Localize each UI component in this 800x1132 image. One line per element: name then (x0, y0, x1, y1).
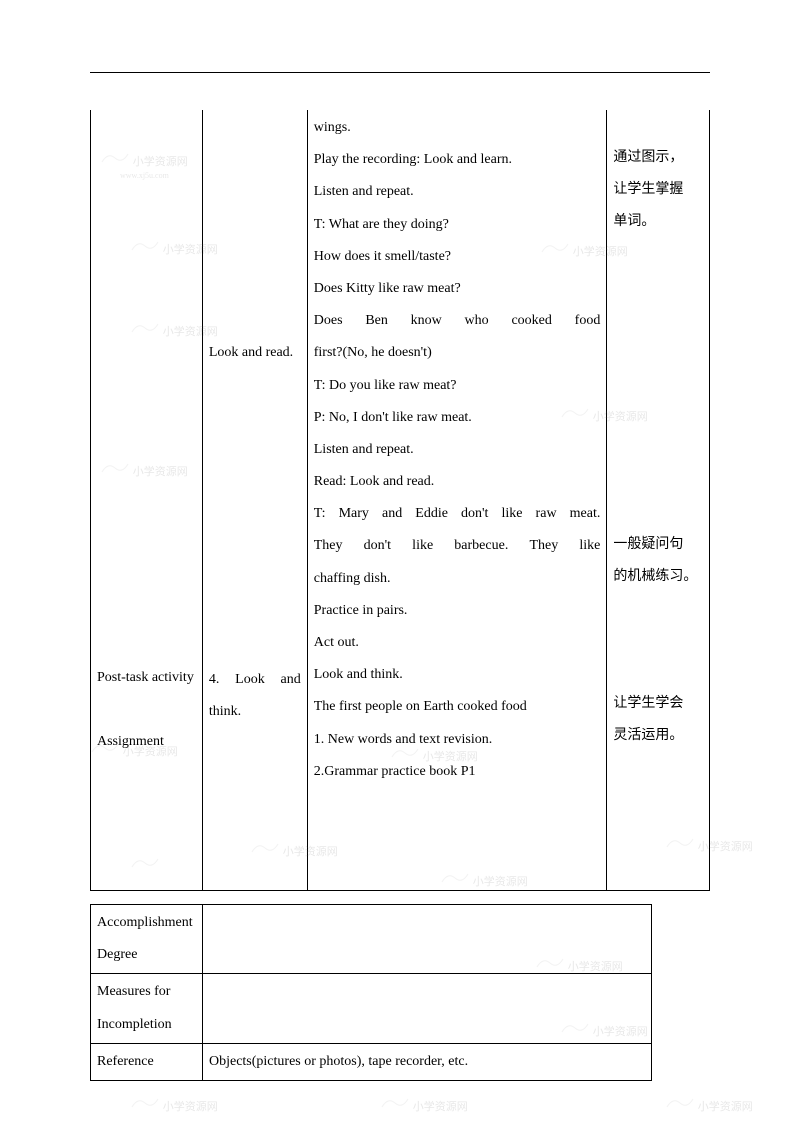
purpose-text-2: 一般疑问句 (613, 529, 703, 561)
proc-line: first?(No, he doesn't) (314, 337, 601, 369)
proc-line: Listen and repeat. (314, 434, 601, 466)
watermark-icon: 小学资源网 (665, 1095, 753, 1114)
purpose-text-1: 单词。 (613, 206, 703, 238)
post-task-label: Post-task activity Assignment (97, 662, 196, 759)
proc-line: They don't like barbecue. They like (314, 530, 601, 562)
step-look-read: Look and read. (209, 337, 301, 369)
proc-line: T: Do you like raw meat? (314, 370, 601, 402)
table-row: Measures for Incompletion (91, 974, 652, 1043)
proc-line: Read: Look and read. (314, 466, 601, 498)
proc-line: Listen and repeat. (314, 176, 601, 208)
measures-value (202, 974, 651, 1043)
proc-line: Act out. (314, 627, 601, 659)
reference-value: Objects(pictures or photos), tape record… (202, 1043, 651, 1080)
proc-line: How does it smell/taste? (314, 241, 601, 273)
step-think: think. (209, 696, 301, 728)
header-divider (90, 72, 710, 73)
cell-procedure: wings. Play the recording: Look and lear… (307, 110, 607, 890)
proc-line: chaffing dish. (314, 563, 601, 595)
measures-label: Measures for Incompletion (91, 974, 203, 1043)
table-row: Accomplishment Degree (91, 905, 652, 974)
proc-line: Play the recording: Look and learn. (314, 144, 601, 176)
purpose-text-2: 的机械练习。 (613, 561, 703, 593)
lesson-plan-table: Post-task activity Assignment Look and r… (90, 110, 710, 891)
purpose-text-3: 让学生学会 (613, 688, 703, 720)
proc-line: The first people on Earth cooked food (314, 691, 601, 723)
cell-activity-label: Post-task activity Assignment (91, 110, 203, 890)
reference-label: Reference (91, 1043, 203, 1080)
lesson-footer-table: Accomplishment Degree Measures for Incom… (90, 904, 652, 1081)
proc-line: Look and think. (314, 659, 601, 691)
purpose-text-1: 通过图示， (613, 142, 703, 174)
watermark-text: 小学资源网 (413, 1101, 468, 1113)
proc-line: T: Mary and Eddie don't like raw meat. (314, 498, 601, 530)
step-look-think: 4. Look and (209, 664, 301, 696)
proc-line: P: No, I don't like raw meat. (314, 402, 601, 434)
table-row: Reference Objects(pictures or photos), t… (91, 1043, 652, 1080)
accomplishment-label: Accomplishment Degree (91, 905, 203, 974)
watermark-icon: 小学资源网 (130, 1095, 218, 1114)
label-text: Accomplishment Degree (97, 915, 193, 962)
watermark-icon: 小学资源网 (380, 1095, 468, 1114)
proc-line: Does Ben know who cooked food (314, 305, 601, 337)
proc-line: Does Kitty like raw meat? (314, 273, 601, 305)
proc-line: wings. (314, 112, 601, 144)
cell-purpose: 通过图示， 让学生掌握 单词。 一般疑问句 的机械练习。 让学生学会 灵活运用。 (607, 110, 710, 890)
proc-line: T: What are they doing? (314, 209, 601, 241)
proc-line: Practice in pairs. (314, 595, 601, 627)
purpose-text-3: 灵活运用。 (613, 720, 703, 752)
purpose-text-1: 让学生掌握 (613, 174, 703, 206)
cell-step-label: Look and read. 4. Look and think. (202, 110, 307, 890)
watermark-text: 小学资源网 (163, 1101, 218, 1113)
table-row: Post-task activity Assignment Look and r… (91, 110, 710, 890)
proc-line: 1. New words and text revision. (314, 724, 601, 756)
accomplishment-value (202, 905, 651, 974)
label-text: Measures for Incompletion (97, 984, 172, 1031)
watermark-text: 小学资源网 (698, 1101, 753, 1113)
proc-line: 2.Grammar practice book P1 (314, 756, 601, 788)
